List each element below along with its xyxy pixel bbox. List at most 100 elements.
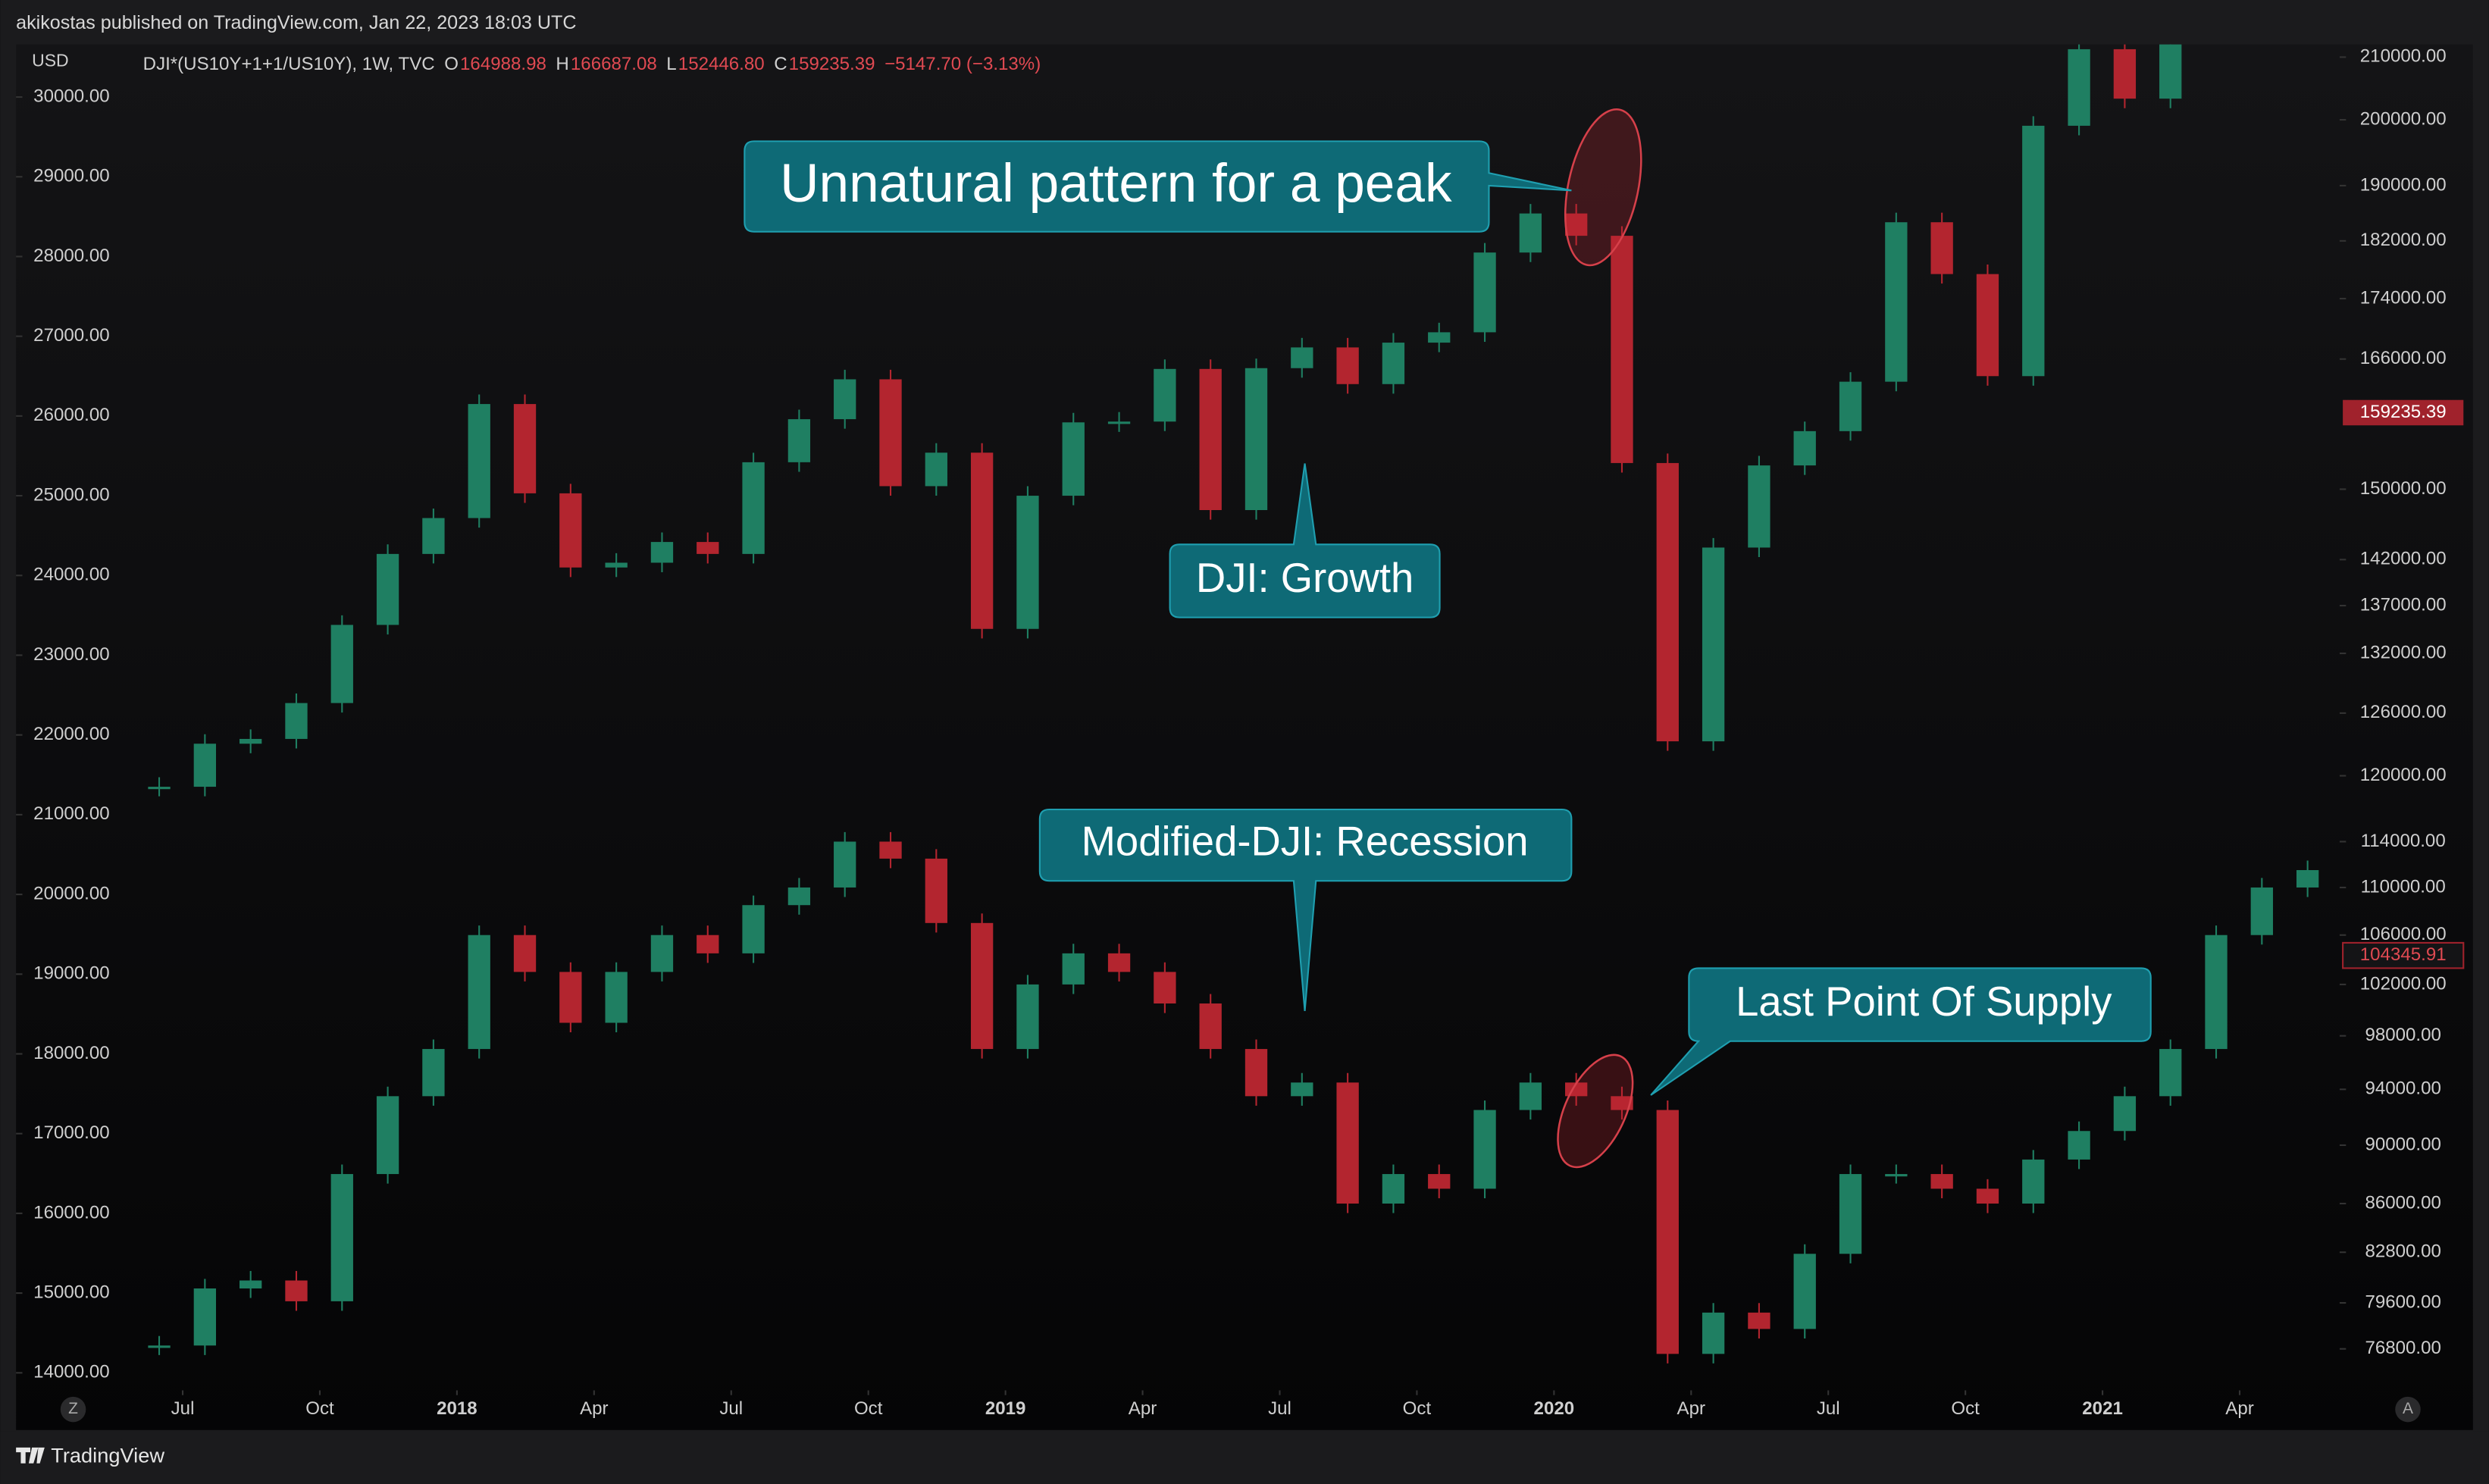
y2-tick-label: 132000.00 <box>2360 642 2447 662</box>
candle-body <box>1199 368 1222 511</box>
publisher: akikostas published on TradingView.com, … <box>16 12 576 33</box>
candle-body <box>1336 1082 1359 1204</box>
y-tick-label: 17000.00 <box>33 1122 109 1143</box>
x-tick-label: 2021 <box>2082 1398 2123 1419</box>
price-label-box <box>2342 941 2465 969</box>
candle-body <box>1244 368 1268 511</box>
candle-body <box>742 905 765 953</box>
candle-body <box>1336 347 1359 384</box>
scale-button[interactable] <box>60 1396 86 1423</box>
ohlc-value: 159235.39 <box>789 54 875 74</box>
y-tick-label: 15000.00 <box>33 1282 109 1302</box>
y-tick-label: 27000.00 <box>33 325 109 346</box>
candle-body <box>787 419 811 462</box>
scale-button-label[interactable]: A <box>2403 1400 2413 1417</box>
candle-body <box>2205 935 2228 1050</box>
currency: USD <box>32 51 69 70</box>
candle-body <box>422 1049 445 1097</box>
x-tick-label: Apr <box>580 1398 608 1419</box>
x-tick-label: Apr <box>1677 1398 1705 1419</box>
candle-body <box>2068 1131 2090 1160</box>
candle-body <box>1154 972 1176 1004</box>
candle-body <box>1519 213 1542 253</box>
x-tick-label: Oct <box>305 1398 334 1419</box>
candle-body <box>1473 1110 1496 1189</box>
y-tick-label: 25000.00 <box>33 484 109 505</box>
candle-body <box>1702 547 1725 742</box>
y-tick-label: 23000.00 <box>33 644 109 665</box>
candle-body <box>1611 1096 1633 1110</box>
x-tick-label: 2018 <box>437 1398 477 1419</box>
candle-body <box>240 738 262 744</box>
scale-button[interactable] <box>2395 1396 2421 1423</box>
price-label: 159235.39 <box>2360 402 2447 422</box>
y2-tick-label: 142000.00 <box>2360 549 2447 569</box>
candle-body <box>559 493 582 568</box>
candle-body <box>1656 1110 1679 1354</box>
y2-tick-label: 82800.00 <box>2365 1241 2440 1262</box>
candle-body <box>1611 236 1633 463</box>
candle-body <box>1702 1312 1725 1354</box>
candle-body <box>468 404 490 518</box>
x-tick-label: Apr <box>1129 1398 1157 1419</box>
x-tick-label: Jul <box>1268 1398 1291 1419</box>
candle-body <box>513 935 537 972</box>
candle-body <box>376 1096 399 1175</box>
candle-body <box>285 1280 308 1301</box>
candle-body <box>330 1174 353 1301</box>
y-tick-label: 22000.00 <box>33 724 109 744</box>
candle-body <box>1748 1312 1770 1329</box>
y-tick-label: 14000.00 <box>33 1362 109 1382</box>
candle-body <box>468 935 490 1050</box>
scale-button-label[interactable]: Z <box>68 1400 78 1417</box>
candle-body <box>1107 953 1131 972</box>
candle-body <box>1107 421 1131 424</box>
candle-body <box>148 1345 171 1348</box>
candle-body <box>925 452 947 487</box>
ohlc-value: 164988.98 <box>460 54 546 74</box>
y2-tick-label: 137000.00 <box>2360 594 2447 615</box>
candle-body <box>879 379 902 487</box>
y2-tick-label: 110000.00 <box>2361 876 2446 897</box>
candle-body <box>1793 1254 1816 1329</box>
candle-body <box>1793 430 1816 466</box>
y2-tick-label: 102000.00 <box>2360 973 2447 994</box>
candle-body <box>1199 1003 1222 1050</box>
brand: TradingView <box>51 1444 164 1467</box>
ohlc-value: 166687.08 <box>571 54 657 74</box>
candle-body <box>605 972 628 1023</box>
candle-body <box>559 972 582 1023</box>
y-tick-label: 18000.00 <box>33 1043 109 1063</box>
candle-body <box>2159 1049 2182 1097</box>
candle-body <box>240 1280 262 1288</box>
x-tick-label: Oct <box>1951 1398 1980 1419</box>
candle-body <box>697 935 719 953</box>
x-tick-label: Oct <box>1403 1398 1432 1419</box>
y2-tick-label: 126000.00 <box>2360 702 2447 722</box>
candle-body <box>148 787 171 790</box>
candle-body <box>650 935 674 972</box>
y-tick-label: 16000.00 <box>33 1202 109 1223</box>
y-tick-label: 26000.00 <box>33 405 109 425</box>
candle-body <box>1976 1188 1999 1204</box>
candle-body <box>742 462 765 554</box>
callout-box <box>1169 463 1441 618</box>
x-tick-label: Apr <box>2225 1398 2253 1419</box>
callout-box <box>744 140 1572 233</box>
x-tick-label: 2020 <box>1534 1398 1575 1419</box>
candle-body <box>1885 222 1908 382</box>
candle-body <box>1976 274 1999 377</box>
candle-body <box>925 858 947 923</box>
y2-tick-label: 86000.00 <box>2365 1192 2440 1213</box>
candle-body <box>1382 343 1405 384</box>
highlight-ellipse <box>1564 108 1642 267</box>
ohlc-label: O <box>444 54 459 74</box>
x-tick-label: Jul <box>719 1398 743 1419</box>
plot <box>148 44 2319 1363</box>
y2-tick-label: 190000.00 <box>2360 174 2447 195</box>
change: −5147.70 (−3.13%) <box>884 54 1041 74</box>
candle-body <box>1428 332 1451 343</box>
y2-tick-label: 94000.00 <box>2365 1079 2440 1099</box>
candle-body <box>834 841 856 888</box>
